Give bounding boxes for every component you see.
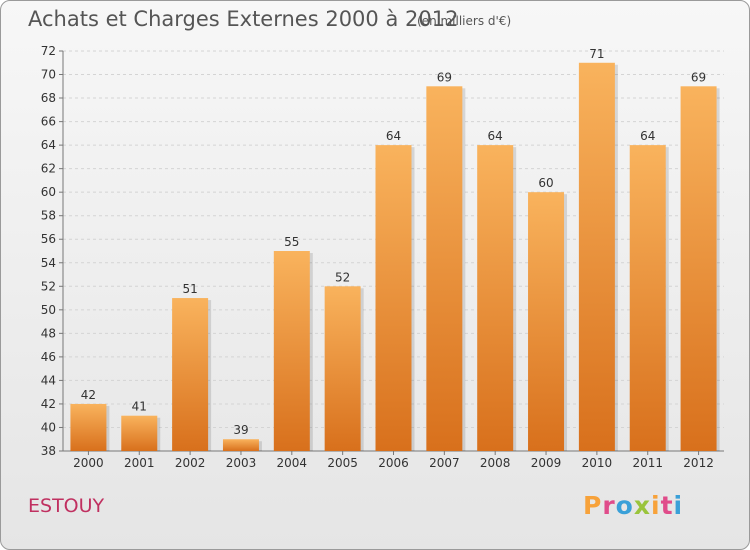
x-tick-label: 2000: [73, 456, 104, 470]
bar: [172, 298, 209, 451]
bar-value-label: 64: [640, 129, 655, 143]
bar: [477, 145, 514, 451]
y-tick-label: 64: [41, 138, 56, 152]
bar: [375, 145, 412, 451]
x-tick-label: 2003: [226, 456, 257, 470]
bar-value-label: 52: [335, 270, 350, 284]
bar-value-label: 64: [386, 129, 401, 143]
y-tick-label: 60: [41, 185, 56, 199]
bar-value-label: 55: [284, 235, 299, 249]
bar: [121, 415, 158, 451]
bar-value-label: 64: [488, 129, 503, 143]
y-tick-label: 48: [41, 326, 56, 340]
commune-name: ESTOUY: [28, 495, 105, 517]
y-tick-label: 50: [41, 303, 56, 317]
y-tick-label: 72: [41, 44, 56, 58]
y-tick-label: 56: [41, 232, 56, 246]
bar-value-label: 69: [691, 70, 706, 84]
x-tick-label: 2008: [480, 456, 511, 470]
bar-value-label: 71: [589, 47, 604, 61]
bar: [680, 86, 717, 451]
x-tick-label: 2006: [378, 456, 409, 470]
bar: [324, 286, 361, 451]
y-tick-label: 58: [41, 209, 56, 223]
x-tick-label: 2011: [632, 456, 663, 470]
bar: [273, 251, 310, 451]
bar: [222, 439, 259, 451]
x-tick-label: 2010: [582, 456, 613, 470]
y-tick-label: 46: [41, 350, 56, 364]
bar: [629, 145, 666, 451]
x-tick-label: 2001: [124, 456, 155, 470]
bar: [578, 62, 615, 451]
y-tick-label: 42: [41, 397, 56, 411]
y-tick-label: 40: [41, 420, 56, 434]
y-tick-label: 44: [41, 373, 56, 387]
bar-value-label: 51: [182, 282, 197, 296]
bar-value-label: 69: [437, 70, 452, 84]
bar-value-label: 41: [132, 400, 147, 414]
x-tick-label: 2009: [531, 456, 562, 470]
y-tick-label: 62: [41, 162, 56, 176]
y-tick-label: 70: [41, 68, 56, 82]
x-tick-label: 2007: [429, 456, 460, 470]
proxiti-logo: Proxiti: [583, 491, 684, 520]
bar: [426, 86, 463, 451]
x-tick-label: 2004: [277, 456, 308, 470]
bar: [528, 192, 565, 452]
x-tick-label: 2005: [327, 456, 358, 470]
y-tick-label: 38: [41, 444, 56, 458]
chart-title: Achats et Charges Externes 2000 à 2012: [28, 7, 459, 31]
y-tick-label: 52: [41, 279, 56, 293]
bar: [70, 403, 107, 451]
y-tick-label: 68: [41, 91, 56, 105]
bar-value-label: 39: [233, 423, 248, 437]
x-tick-label: 2002: [175, 456, 206, 470]
x-tick-label: 2012: [683, 456, 714, 470]
bar-value-label: 60: [538, 176, 553, 190]
chart-unit: (en milliers d'€): [417, 14, 512, 28]
y-tick-label: 54: [41, 256, 56, 270]
bar-value-label: 42: [81, 388, 96, 402]
y-tick-label: 66: [41, 115, 56, 129]
